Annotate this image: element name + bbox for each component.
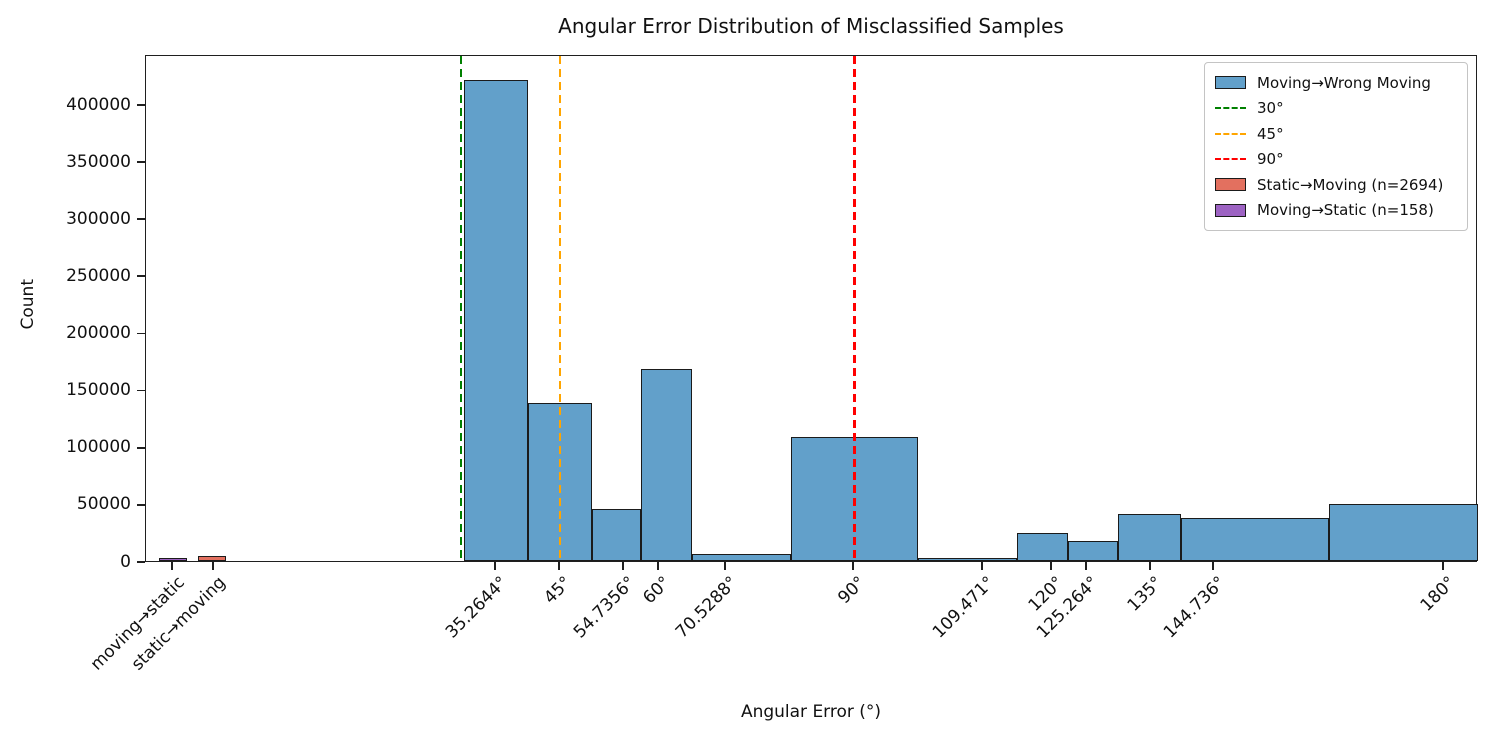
legend-dash-swatch	[1215, 158, 1246, 161]
x-axis-label: Angular Error (°)	[740, 702, 882, 722]
y-tick-label: 100000	[66, 437, 131, 458]
legend-patch-swatch	[1215, 178, 1246, 192]
legend-label: Moving→Static (n=158)	[1257, 201, 1434, 220]
x-tick-mark	[724, 562, 726, 570]
histogram-bar	[692, 553, 791, 561]
y-tick-mark	[137, 503, 145, 506]
x-tick-mark	[981, 562, 983, 570]
x-tick-mark	[1050, 562, 1052, 570]
x-tick-mark	[852, 562, 854, 570]
chart-title: Angular Error Distribution of Misclassif…	[558, 14, 1064, 38]
histogram-bar	[641, 368, 692, 561]
legend-row: 90°	[1215, 147, 1457, 173]
histogram-bar	[464, 79, 528, 561]
x-tick-label: moving→static	[86, 572, 189, 675]
legend-label: 90°	[1257, 150, 1284, 169]
threshold-line-90	[853, 56, 856, 561]
y-tick-mark	[137, 218, 145, 221]
histogram-bar	[1181, 517, 1329, 561]
legend-label: Moving→Wrong Moving	[1257, 73, 1431, 92]
legend-label: Static→Moving (n=2694)	[1257, 175, 1444, 194]
threshold-line-45	[558, 56, 561, 561]
x-tick-mark	[657, 562, 659, 570]
histogram-bar	[1017, 532, 1068, 561]
histogram-bar	[1329, 503, 1478, 561]
x-tick-mark	[622, 562, 624, 570]
legend-label: 45°	[1257, 124, 1284, 143]
y-tick-mark	[137, 104, 145, 106]
x-tick-mark	[494, 562, 496, 570]
y-tick-mark	[137, 561, 145, 563]
histogram-bar	[1068, 541, 1118, 561]
y-tick-mark	[137, 389, 145, 392]
legend-row: 45°	[1215, 121, 1457, 147]
y-tick-label: 350000	[66, 151, 131, 172]
y-tick-label: 0	[120, 551, 131, 572]
legend-row: Moving→Static (n=158)	[1215, 198, 1457, 224]
y-tick-label: 250000	[66, 265, 131, 286]
y-tick-label: 150000	[66, 380, 131, 401]
y-tick-label: 50000	[76, 494, 131, 515]
legend-patch-swatch	[1215, 203, 1246, 217]
x-tick-mark	[1212, 562, 1214, 570]
x-tick-mark	[1149, 562, 1151, 570]
legend-dash-swatch	[1215, 132, 1246, 135]
x-tick-mark	[1442, 562, 1444, 570]
x-tick-mark	[1085, 562, 1087, 570]
x-tick-label: static→moving	[127, 572, 230, 675]
histogram-bar	[918, 557, 1017, 561]
legend-row: Moving→Wrong Moving	[1215, 70, 1457, 96]
x-tick-mark	[212, 562, 214, 570]
category-bar	[159, 557, 187, 561]
legend-row: Static→Moving (n=2694)	[1215, 172, 1457, 198]
x-tick-label: 180°	[1416, 572, 1460, 616]
threshold-line-30	[460, 56, 463, 561]
y-tick-label: 200000	[66, 323, 131, 343]
histogram-bar	[592, 509, 641, 561]
y-tick-mark	[137, 275, 145, 278]
y-axis-label: Count	[18, 278, 38, 330]
histogram-bar	[1118, 513, 1181, 561]
y-tick-mark	[137, 161, 145, 163]
category-bar	[198, 556, 226, 561]
legend-label: 30°	[1257, 99, 1284, 118]
legend-patch-swatch	[1215, 76, 1246, 90]
legend-row: 30°	[1215, 96, 1457, 122]
x-tick-mark	[171, 562, 173, 570]
legend: Moving→Wrong Moving 30° 45° 90° Static→Movin…	[1204, 62, 1468, 231]
legend-dash-swatch	[1215, 107, 1246, 110]
y-tick-label: 400000	[66, 94, 131, 115]
y-tick-mark	[137, 332, 145, 335]
y-tick-label: 300000	[66, 208, 131, 229]
y-tick-mark	[137, 446, 145, 449]
x-tick-mark	[558, 562, 560, 570]
